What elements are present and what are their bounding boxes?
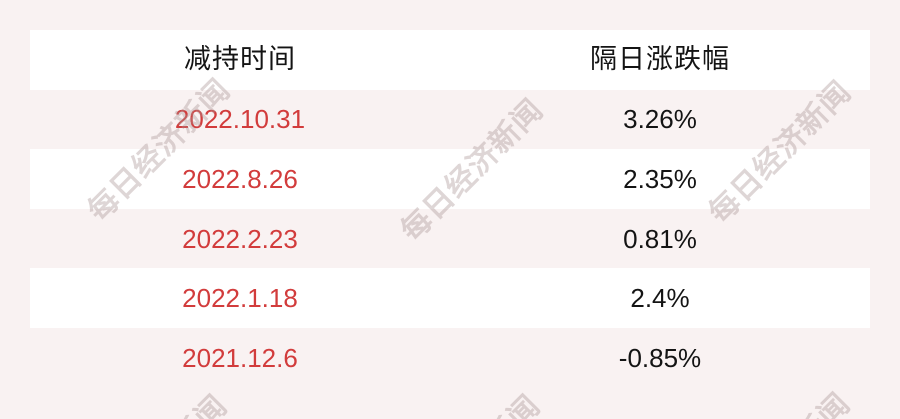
- next-day-change: 0.81%: [623, 223, 697, 254]
- column-header-next-day-change: 隔日涨跌幅: [590, 44, 730, 75]
- table-row: 2022.1.18 2.4%: [30, 268, 870, 328]
- reduction-date: 2022.1.18: [182, 283, 298, 314]
- next-day-change: 2.4%: [630, 283, 690, 314]
- table-row: 2022.8.26 2.35%: [30, 149, 870, 209]
- next-day-change: -0.85%: [618, 342, 702, 373]
- table-row: 2022.2.23 0.81%: [30, 209, 870, 269]
- watermark-text: 每日经济新闻: [386, 383, 549, 419]
- table-header-row: 减持时间 隔日涨跌幅: [30, 30, 870, 90]
- table-row: 2022.10.31 3.26%: [30, 90, 870, 150]
- reduction-table: 减持时间 隔日涨跌幅 2022.10.31 3.26% 2022.8.26 2.…: [30, 30, 870, 388]
- reduction-date: 2022.8.26: [182, 163, 298, 194]
- reduction-date: 2022.10.31: [174, 104, 306, 135]
- next-day-change: 3.26%: [623, 104, 697, 135]
- reduction-date: 2022.2.23: [182, 223, 298, 254]
- table-row: 2021.12.6 -0.85%: [30, 328, 870, 388]
- watermark-text: 每日经济新闻: [73, 383, 236, 419]
- reduction-date: 2021.12.6: [182, 342, 298, 373]
- next-day-change: 2.35%: [623, 163, 697, 194]
- column-header-reduction-time: 减持时间: [184, 44, 296, 75]
